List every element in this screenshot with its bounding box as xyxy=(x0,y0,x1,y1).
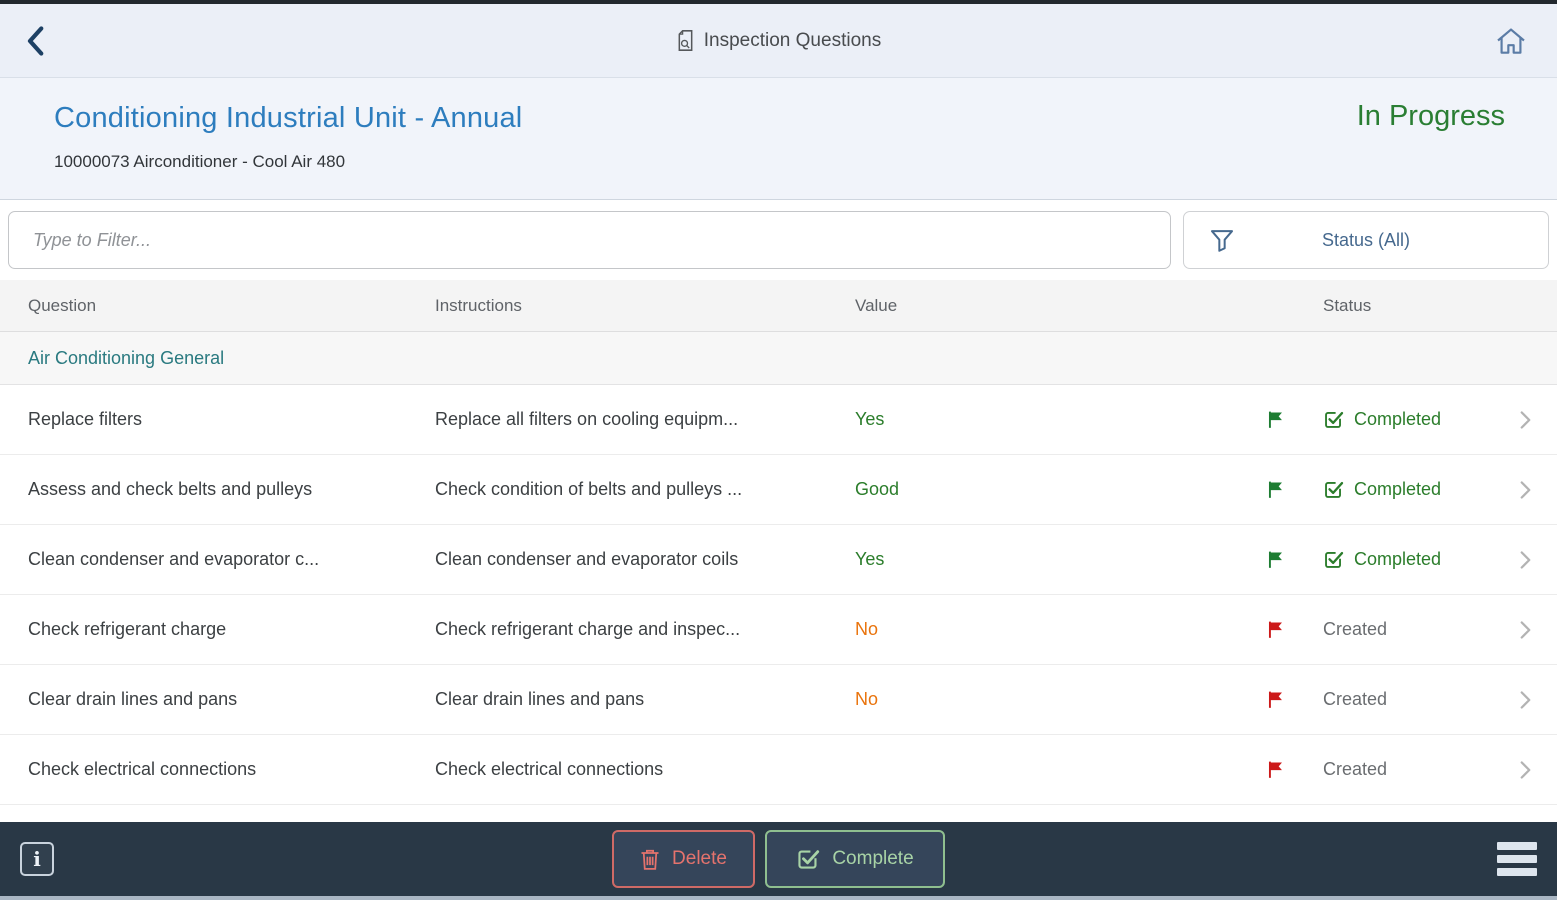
chevron-right-icon xyxy=(1513,410,1557,430)
delete-button-label: Delete xyxy=(672,848,727,869)
question-cell: Check electrical connections xyxy=(28,759,257,779)
filter-bar: Status (All) xyxy=(0,200,1557,280)
status-label: Created xyxy=(1323,619,1388,639)
chevron-right-icon xyxy=(1513,480,1557,500)
status-label: Completed xyxy=(1354,409,1442,429)
object-subtitle: 10000073 Airconditioner - Cool Air 480 xyxy=(54,152,346,171)
value-cell: Yes xyxy=(855,409,885,429)
object-header: Conditioning Industrial Unit - Annual In… xyxy=(0,78,1557,200)
instructions-cell: Clean condenser and evaporator coils xyxy=(435,549,739,569)
topbar-title-text: Inspection Questions xyxy=(703,29,882,51)
question-list: Replace filters Replace all filters on co… xyxy=(0,385,1557,822)
completed-checkbox-icon xyxy=(1323,409,1344,430)
status-cell: Created xyxy=(1323,619,1513,640)
table-row[interactable]: Clear drain lines and pans Clear drain li… xyxy=(0,665,1557,735)
instructions-cell: Check electrical connections xyxy=(435,759,664,779)
table-row[interactable]: Assess and check belts and pulleys Check … xyxy=(0,455,1557,525)
status-cell: Completed xyxy=(1323,409,1513,430)
status-label: Completed xyxy=(1354,549,1442,569)
filter-input[interactable] xyxy=(8,211,1171,269)
page-title-bar: Inspection Questions xyxy=(0,29,1557,52)
delete-button[interactable]: Delete xyxy=(612,830,755,888)
home-icon xyxy=(1495,27,1527,55)
table-row[interactable]: Check electrical connections Check electr… xyxy=(0,735,1557,805)
status-cell: Completed xyxy=(1323,549,1513,570)
green-flag-icon xyxy=(1267,410,1285,429)
question-cell: Clean condenser and evaporator c... xyxy=(28,549,320,569)
status-filter-button[interactable]: Status (All) xyxy=(1183,211,1549,269)
complete-button-label: Complete xyxy=(832,848,914,869)
info-icon: i xyxy=(33,847,41,871)
instructions-cell: Check condition of belts and pulleys ... xyxy=(435,479,743,499)
table-header-row: Question Instructions Value Status xyxy=(0,280,1557,332)
green-flag-icon xyxy=(1267,550,1285,569)
footer-actions: Delete Complete xyxy=(0,830,1557,888)
back-button[interactable] xyxy=(26,21,66,61)
column-header-instructions: Instructions xyxy=(435,295,522,315)
menu-hamburger-icon[interactable] xyxy=(1497,842,1537,876)
status-cell: Created xyxy=(1323,759,1513,780)
status-label: Created xyxy=(1323,689,1388,709)
top-screen-strip xyxy=(0,0,1557,4)
table-row[interactable]: Check refrigerant charge Check refrigeran… xyxy=(0,595,1557,665)
red-flag-icon xyxy=(1267,760,1285,779)
trash-icon xyxy=(640,848,660,871)
footer-bar: i Delete Complete xyxy=(0,822,1557,896)
status-cell: Completed xyxy=(1323,479,1513,500)
chevron-right-icon xyxy=(1513,760,1557,780)
red-flag-icon xyxy=(1267,690,1285,709)
instructions-cell: Replace all filters on cooling equipm... xyxy=(435,409,739,429)
group-header: Air Conditioning General xyxy=(0,332,1557,385)
value-cell: Yes xyxy=(855,549,885,569)
object-status-text: In Progress xyxy=(1356,100,1505,132)
instructions-cell: Check refrigerant charge and inspec... xyxy=(435,619,741,639)
question-cell: Replace filters xyxy=(28,409,143,429)
question-cell: Clear drain lines and pans xyxy=(28,689,238,709)
status-label: Completed xyxy=(1354,479,1442,499)
info-button[interactable]: i xyxy=(20,842,54,876)
question-cell: Assess and check belts and pulleys xyxy=(28,479,313,499)
back-chevron-icon xyxy=(26,25,44,56)
value-cell: Good xyxy=(855,479,900,499)
object-title: Conditioning Industrial Unit - Annual xyxy=(54,102,523,134)
red-flag-icon xyxy=(1267,620,1285,639)
status-label: Created xyxy=(1323,759,1388,779)
home-button[interactable] xyxy=(1491,21,1531,61)
complete-check-icon xyxy=(796,847,820,871)
question-cell: Check refrigerant charge xyxy=(28,619,227,639)
bottom-screen-strip xyxy=(0,896,1557,900)
chevron-right-icon xyxy=(1513,620,1557,640)
status-filter-label: Status (All) xyxy=(1321,229,1411,250)
value-cell: No xyxy=(855,689,879,709)
completed-checkbox-icon xyxy=(1323,549,1344,570)
column-header-question: Question xyxy=(28,295,97,315)
instructions-cell: Clear drain lines and pans xyxy=(435,689,645,709)
filter-funnel-icon xyxy=(1210,229,1234,252)
top-nav-bar: Inspection Questions xyxy=(0,4,1557,78)
table-row[interactable]: Replace filters Replace all filters on co… xyxy=(0,385,1557,455)
inspection-document-search-icon xyxy=(676,29,695,52)
column-header-value: Value xyxy=(855,295,898,315)
column-header-status: Status xyxy=(1323,295,1372,315)
value-cell: No xyxy=(855,619,879,639)
completed-checkbox-icon xyxy=(1323,479,1344,500)
complete-button[interactable]: Complete xyxy=(765,830,945,888)
chevron-right-icon xyxy=(1513,550,1557,570)
green-flag-icon xyxy=(1267,480,1285,499)
status-cell: Created xyxy=(1323,689,1513,710)
chevron-right-icon xyxy=(1513,690,1557,710)
table-row[interactable]: Clean condenser and evaporator c... Clean… xyxy=(0,525,1557,595)
